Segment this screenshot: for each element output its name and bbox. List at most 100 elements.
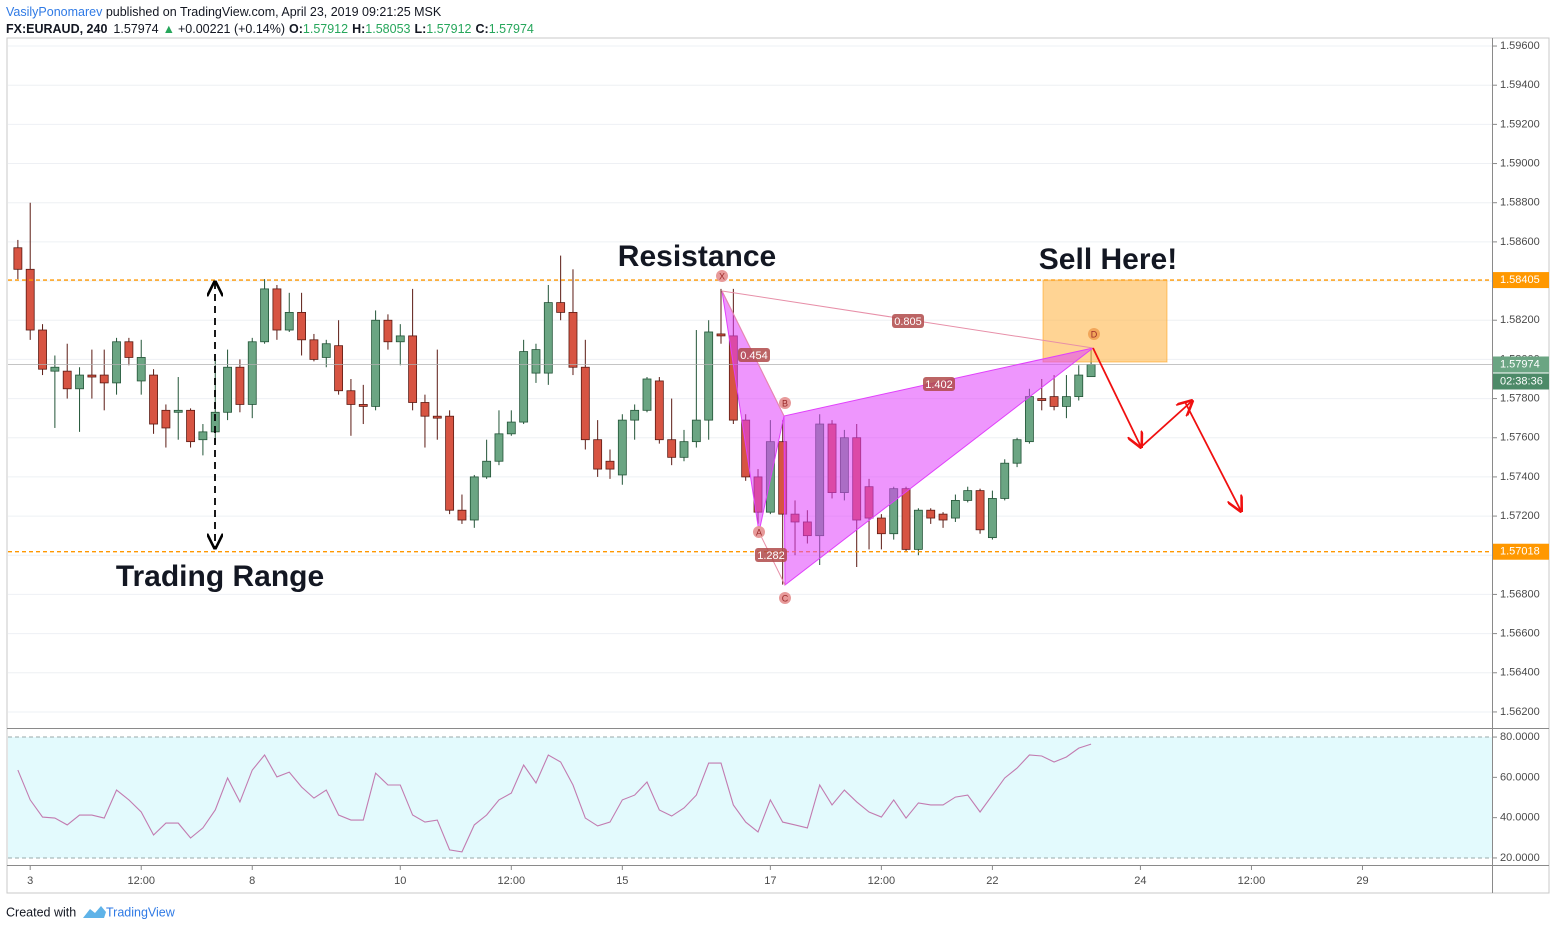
candle-body xyxy=(223,366,232,413)
y-tick-label: 1.59400 xyxy=(1500,79,1540,91)
projection-arrow xyxy=(1140,401,1192,448)
candle-body xyxy=(87,374,97,378)
candle-body xyxy=(605,460,615,470)
candle-body xyxy=(1024,396,1034,443)
candle-body xyxy=(346,390,356,405)
last: 1.57974 xyxy=(113,22,158,36)
y-tick-label: 1.56200 xyxy=(1500,706,1540,718)
y-tick-label: 1.59200 xyxy=(1500,118,1540,130)
x-tick-label: 12:00 xyxy=(1238,875,1266,887)
candle-body xyxy=(876,517,886,535)
candle-body xyxy=(519,351,529,423)
y-tick-label: 1.59600 xyxy=(1500,40,1540,52)
candle-body xyxy=(630,409,640,421)
ohlc-value: 1.57974 xyxy=(489,22,534,36)
candle-body xyxy=(506,421,516,435)
candle-body xyxy=(987,498,997,539)
y-tick-label: 1.56400 xyxy=(1500,667,1540,679)
x-tick-label: 8 xyxy=(249,875,255,887)
annotation: Trading Range xyxy=(116,560,324,593)
price-tag-label: 1.57018 xyxy=(1500,546,1540,558)
candle-body xyxy=(654,380,664,441)
y-tick-label: 40.0000 xyxy=(1500,812,1540,824)
candle-body xyxy=(25,268,35,331)
candle-body xyxy=(494,433,504,462)
candle-body xyxy=(950,500,960,519)
change: +0.00221 (+0.14%) xyxy=(178,22,285,36)
candle-body xyxy=(975,490,985,531)
x-tick-label: 22 xyxy=(986,875,998,887)
header-line: VasilyPonomarev published on TradingView… xyxy=(6,5,442,19)
candle-body xyxy=(161,409,171,429)
footer-text: Created with xyxy=(6,905,76,919)
candle-body xyxy=(297,311,307,341)
candle-body xyxy=(963,490,973,501)
candle-body xyxy=(445,415,455,511)
candle-body xyxy=(309,339,319,360)
ohlc-label: C: xyxy=(475,22,488,36)
published: published on TradingView.com, April 23, … xyxy=(102,5,442,19)
candle-body xyxy=(901,488,911,550)
y-tick-label: 1.57800 xyxy=(1500,392,1540,404)
candle-body xyxy=(420,402,430,417)
candle-body xyxy=(124,341,134,358)
candle-body xyxy=(482,460,492,478)
y-tick-label: 1.58200 xyxy=(1500,314,1540,326)
brand-logo[interactable]: TradingView xyxy=(83,905,176,919)
x-tick-label: 24 xyxy=(1134,875,1146,887)
sell-zone xyxy=(1042,279,1168,363)
candle-body xyxy=(284,311,294,331)
candle-body xyxy=(371,319,381,407)
candle-body xyxy=(531,349,541,374)
candle-body xyxy=(1000,462,1010,499)
candle-body xyxy=(383,319,393,343)
last-price-label: 1.57974 xyxy=(1500,358,1540,370)
candle-body xyxy=(321,343,331,358)
candle-body xyxy=(408,335,418,403)
candle-body xyxy=(469,476,479,521)
ratio-badge xyxy=(738,348,770,362)
candle-body xyxy=(13,247,23,270)
logo-icon[interactable] xyxy=(83,906,106,918)
y-tick-label: 1.58600 xyxy=(1500,236,1540,248)
y-tick-label: 20.0000 xyxy=(1500,852,1540,864)
pattern-point: X xyxy=(719,271,725,281)
candle-body xyxy=(99,374,109,384)
pattern-point-badge xyxy=(1088,328,1100,340)
y-tick-label: 1.57400 xyxy=(1500,471,1540,483)
candle-body xyxy=(395,335,405,343)
oscillator-line xyxy=(17,743,1092,853)
annotation: Resistance xyxy=(618,240,776,273)
x-tick-label: 3 xyxy=(27,875,33,887)
ratio-label: 0.805 xyxy=(894,316,922,328)
brand[interactable]: TradingView xyxy=(106,905,176,919)
candle-body xyxy=(1012,439,1022,464)
ratio-label: 0.454 xyxy=(740,350,768,362)
candle-body xyxy=(1062,396,1071,407)
symbol-line: FX:EURAUD, 240 1.57974 ▲ +0.00221 (+0.14%) O… xyxy=(6,22,534,36)
price-tag xyxy=(1493,272,1549,289)
ratio-label: 1.402 xyxy=(925,379,953,391)
x-tick-label: 10 xyxy=(394,875,406,887)
y-tick-label: 1.58800 xyxy=(1500,197,1540,209)
author: VasilyPonomarev xyxy=(6,5,103,19)
candle-body xyxy=(62,370,72,390)
candle-body xyxy=(38,329,47,370)
ohlc-label: H: xyxy=(352,22,365,36)
candle-body xyxy=(186,409,195,443)
x-tick-label: 12:00 xyxy=(498,875,526,887)
axes: 3 12:00 8 10 12:00 15 17 12:00 22 24 12:00 29 1.5620… xyxy=(7,38,1549,893)
candle-body xyxy=(667,439,677,458)
countdown-label: 02:38:36 xyxy=(1500,375,1543,387)
pattern-point-badge xyxy=(779,592,791,604)
ratio-label: 1.282 xyxy=(757,550,785,562)
candle-body xyxy=(716,333,726,337)
pattern-point: D xyxy=(1091,329,1098,339)
oscillator-pane xyxy=(8,736,1492,859)
candle-body xyxy=(580,366,590,441)
candle-body xyxy=(75,374,84,390)
oscillator-band xyxy=(8,737,1492,858)
annotations: X A B C D 0.454 0.805 1.402 1.282 Resistance Sell … xyxy=(116,240,1241,604)
candle-body xyxy=(50,366,60,372)
